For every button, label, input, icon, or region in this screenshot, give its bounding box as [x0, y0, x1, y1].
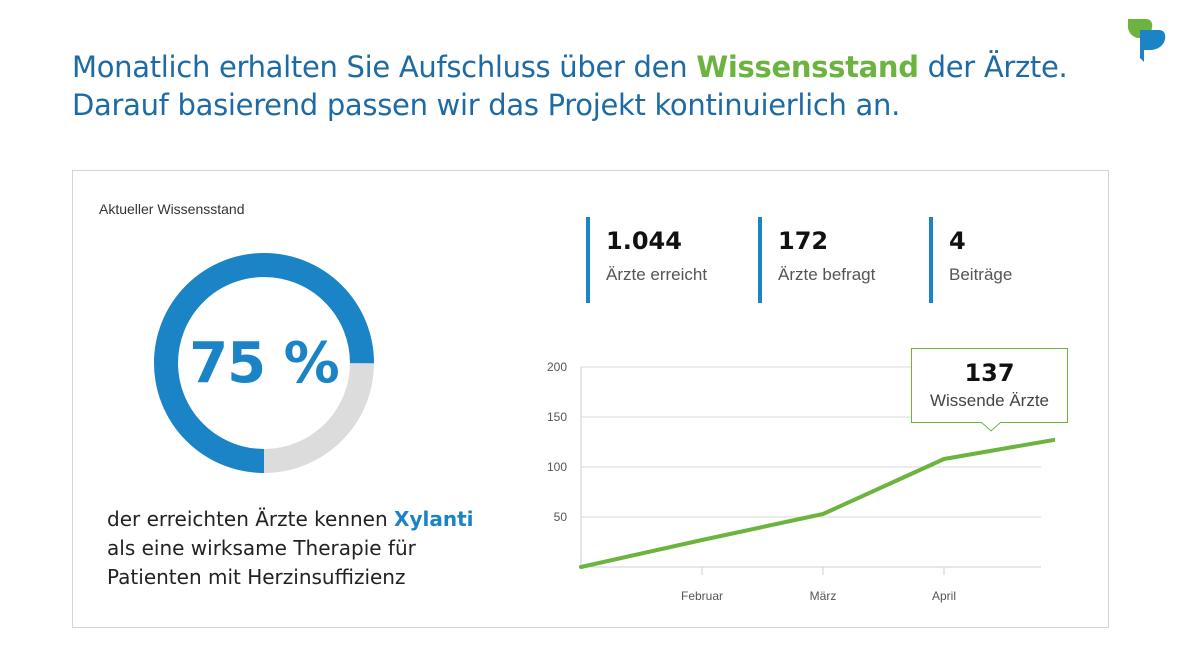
x-tick-label: März [810, 589, 837, 603]
data-point [700, 538, 704, 542]
y-tick-label: 100 [547, 460, 567, 474]
desc-line-2: als eine wirksame Therapie für [107, 536, 416, 560]
x-tick-label: April [932, 589, 956, 603]
stat-value: 172 [778, 227, 829, 255]
stat-value: 1.044 [606, 227, 682, 255]
gauge-description: der erreichten Ärzte kennen Xylanti als … [107, 505, 474, 592]
stat-value: 4 [949, 227, 966, 255]
series-line [579, 437, 1055, 569]
y-tick-label: 50 [554, 510, 568, 524]
stat-reached: 1.044 Ärzte erreicht [586, 217, 707, 303]
brand-name: Xylanti [394, 507, 474, 531]
headline: Monatlich erhalten Sie Aufschluss über d… [72, 48, 1068, 124]
stat-label: Ärzte befragt [778, 265, 876, 284]
desc-line-1: der erreichten Ärzte kennen Xylanti [107, 505, 474, 534]
stat-posts: 4 Beiträge [929, 217, 1012, 303]
data-point [821, 512, 825, 516]
headline-line-1: Monatlich erhalten Sie Aufschluss über d… [72, 48, 1068, 86]
y-tick-label: 200 [547, 360, 567, 374]
knowledge-card: Aktueller Wissensstand 75 % der erreicht… [72, 170, 1109, 628]
stat-label: Ärzte erreicht [606, 265, 708, 284]
logo-icon [1128, 19, 1166, 62]
knowledge-gauge [154, 253, 374, 473]
headline-text-end: der Ärzte. [918, 50, 1068, 84]
y-tick-label: 150 [547, 410, 567, 424]
callout-value: 137 [964, 359, 1015, 387]
card-label: Aktueller Wissensstand [99, 201, 245, 217]
data-point [942, 457, 946, 461]
gauge-arc [154, 253, 374, 473]
x-tick-label: Februar [681, 589, 723, 603]
data-point [579, 565, 583, 569]
callout-pointer [981, 422, 1001, 432]
chart-callout: 137 Wissende Ärzte [911, 348, 1068, 423]
headline-text: Monatlich erhalten Sie Aufschluss über d… [72, 50, 697, 84]
gauge-value: 75 % [189, 331, 340, 396]
stat-surveyed: 172 Ärzte befragt [758, 217, 875, 303]
headline-highlight: Wissensstand [696, 50, 919, 84]
desc-line-3: Patienten mit Herzinsuffizienz [107, 565, 406, 589]
headline-line-2: Darauf basierend passen wir das Projekt … [72, 88, 900, 122]
callout-label: Wissende Ärzte [929, 391, 1050, 410]
stat-label: Beiträge [949, 265, 1013, 284]
desc-text: der erreichten Ärzte kennen [107, 507, 395, 531]
